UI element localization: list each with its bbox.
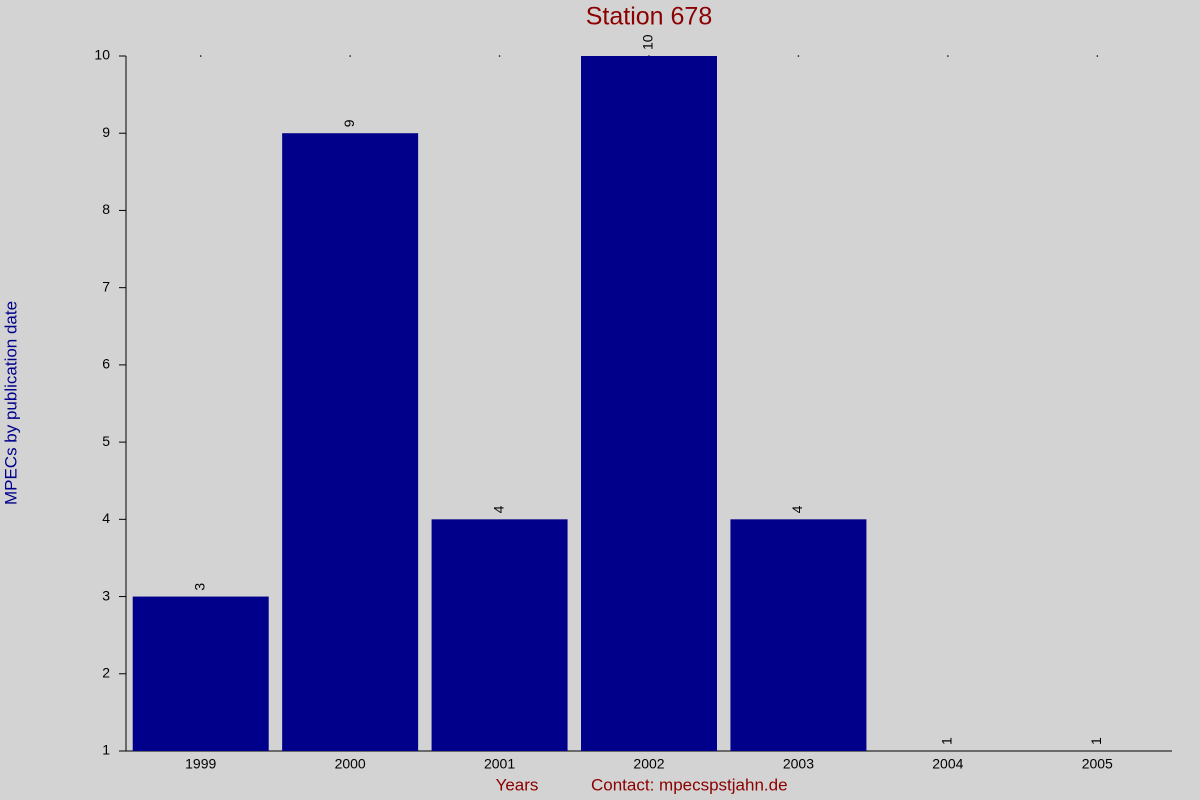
top-dot xyxy=(498,55,501,57)
annotation: Contact: mpecspstjahn.de xyxy=(591,775,788,794)
y-tick-label: 1 xyxy=(102,742,110,758)
x-tick-label: 2000 xyxy=(335,756,366,772)
x-tick-label: 2001 xyxy=(484,756,515,772)
top-dot xyxy=(349,55,351,57)
chart-title: Station 678 xyxy=(586,3,713,31)
y-tick-label: 3 xyxy=(102,587,110,603)
top-dot xyxy=(947,55,949,57)
y-tick-label: 9 xyxy=(102,124,110,140)
y-tick-label: 10 xyxy=(94,47,110,63)
value-label: 10 xyxy=(640,34,656,50)
bar xyxy=(730,519,867,751)
y-tick-label: 7 xyxy=(102,278,110,294)
x-tick-label: 2004 xyxy=(932,756,963,772)
value-label: 4 xyxy=(789,505,805,513)
x-axis-label: Years xyxy=(496,775,539,794)
bar xyxy=(282,133,419,751)
value-label: 4 xyxy=(490,505,506,513)
y-tick-label: 4 xyxy=(102,510,110,526)
y-tick-label: 5 xyxy=(102,433,110,449)
x-tick-label: 2005 xyxy=(1082,756,1113,772)
y-axis-label: MPECs by publication date xyxy=(1,301,20,505)
y-tick-label: 6 xyxy=(102,356,110,372)
y-tick-label: 8 xyxy=(102,201,110,217)
bar xyxy=(132,596,269,751)
bar xyxy=(431,519,568,751)
value-label: 9 xyxy=(341,119,357,127)
top-dot xyxy=(199,55,202,57)
x-tick-label: 2003 xyxy=(783,756,814,772)
top-dot xyxy=(1096,55,1099,57)
y-tick-label: 2 xyxy=(102,664,110,680)
x-tick-label: 2002 xyxy=(633,756,664,772)
top-dot xyxy=(797,55,800,57)
value-label: 1 xyxy=(939,737,955,745)
value-label: 3 xyxy=(191,583,207,591)
x-tick-label: 1999 xyxy=(185,756,216,772)
bar xyxy=(581,56,717,751)
value-label: 1 xyxy=(1088,737,1104,745)
